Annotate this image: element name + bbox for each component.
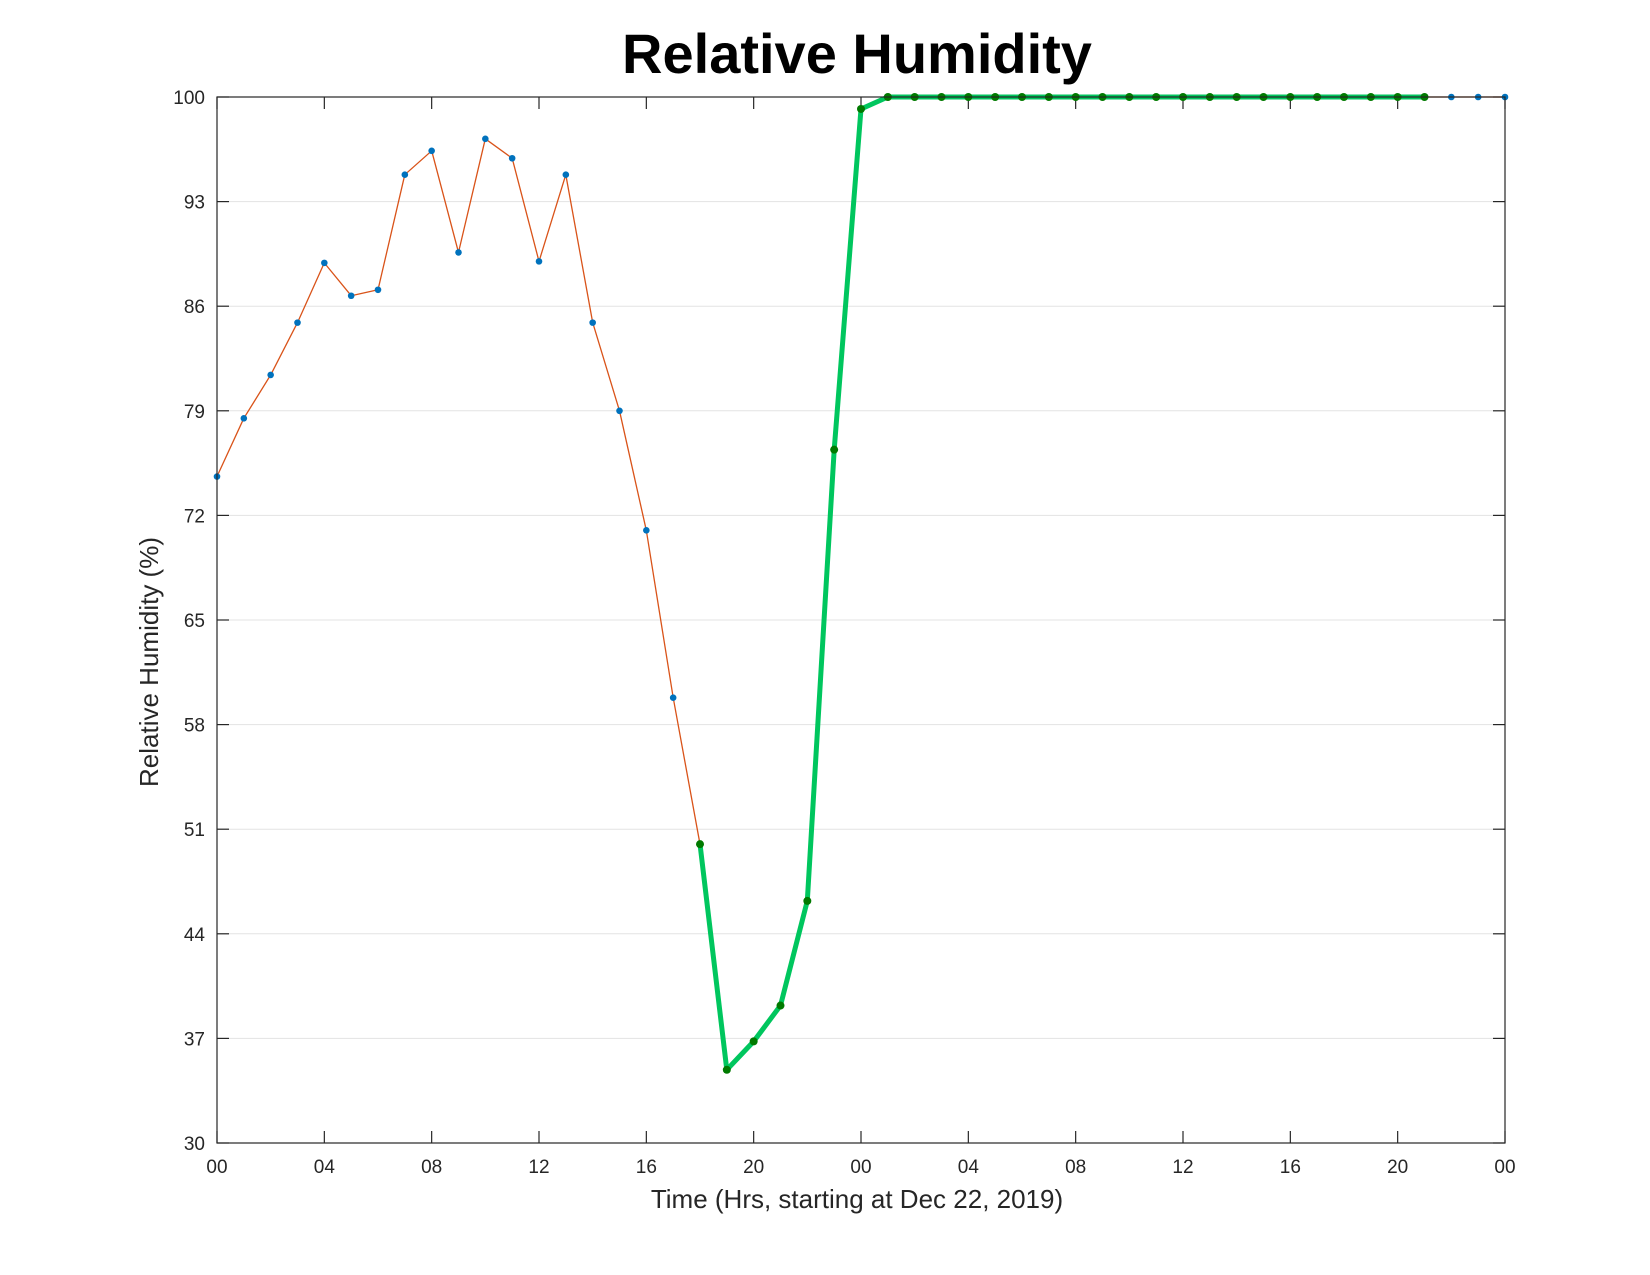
series-1-point [669, 694, 677, 702]
series-1-point [294, 319, 301, 326]
series-2-point [803, 896, 812, 905]
x-tick-label: 20 [743, 1157, 764, 1178]
y-tick-labels: 30 37 44 51 58 65 72 79 86 93 100 [173, 88, 205, 1155]
y-tick-label: 93 [184, 193, 205, 214]
x-tick-label: 04 [314, 1157, 336, 1178]
x-tick-label: 12 [528, 1157, 549, 1178]
y-tick-label: 30 [184, 1134, 205, 1155]
series-1-point [240, 414, 248, 422]
x-tick-label: 08 [421, 1157, 442, 1178]
x-tick-label: 20 [1387, 1157, 1408, 1178]
x-tick-label: 00 [850, 1157, 871, 1178]
series-1-point [482, 135, 489, 143]
x-tick-label: 00 [1494, 1157, 1515, 1178]
x-tick-label: 04 [958, 1157, 980, 1178]
y-tick-label: 37 [184, 1029, 205, 1050]
y-tick-label: 65 [184, 611, 205, 632]
x-tick-label: 16 [1280, 1157, 1301, 1178]
x-tick-label: 08 [1065, 1157, 1086, 1178]
x-axis-label: Time (Hrs, starting at Dec 22, 2019) [651, 1184, 1063, 1214]
series-1-point [508, 154, 516, 162]
x-tick-label: 00 [206, 1157, 227, 1178]
series-1-point [401, 171, 409, 179]
series-1-point [589, 319, 596, 326]
series-2-point [857, 104, 865, 113]
y-tick-label: 44 [184, 925, 206, 946]
x-tick-labels: 00 04 08 12 16 20 00 04 08 12 16 20 00 [206, 1157, 1515, 1178]
chart-title: Relative Humidity [622, 22, 1092, 85]
series-1-point [347, 292, 355, 300]
plot-frame [216, 96, 1506, 1144]
x-tick-label: 12 [1172, 1157, 1193, 1178]
series-2-point [830, 445, 839, 454]
series-1-point [616, 407, 623, 415]
series-1-point [267, 371, 274, 379]
series-1-point [562, 171, 570, 179]
series-1-point [643, 527, 650, 534]
series-1-point [535, 258, 543, 265]
y-tick-label: 100 [173, 88, 205, 109]
y-tick-label: 72 [184, 506, 205, 527]
series-2-point [749, 1037, 758, 1046]
series-1-point [321, 259, 328, 267]
series-1-point [455, 249, 462, 256]
x-tick-label: 16 [636, 1157, 657, 1178]
series-2-point [722, 1065, 731, 1074]
y-axis-label: Relative Humidity (%) [134, 537, 164, 787]
y-tick-label: 79 [184, 402, 205, 423]
y-tick-label: 58 [184, 716, 205, 737]
y-tick-label: 51 [184, 820, 205, 841]
series-2-point [776, 1001, 785, 1010]
series-2-point [696, 840, 704, 849]
series-1-point [428, 147, 435, 155]
y-tick-label: 86 [184, 297, 205, 318]
series-1-point [374, 286, 382, 294]
